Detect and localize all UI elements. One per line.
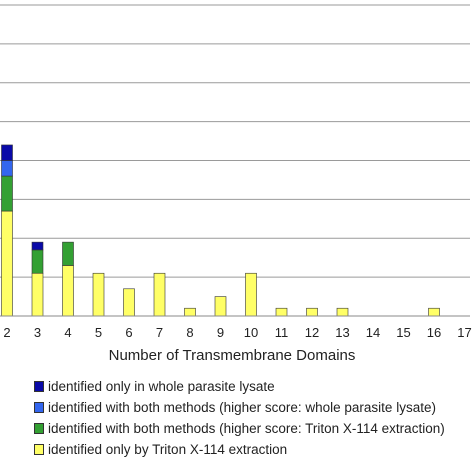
legend-swatch	[34, 444, 44, 455]
legend-label: identified only by Triton X-114 extracti…	[48, 442, 288, 457]
x-tick-label: 13	[335, 325, 349, 340]
bar-segment	[62, 265, 74, 317]
bar-segment	[1, 160, 13, 177]
x-tick-label: 16	[427, 325, 441, 340]
x-tick-label: 5	[95, 325, 102, 340]
bar-segment	[336, 307, 349, 317]
bar-segment	[214, 296, 227, 317]
x-tick-label: 17	[457, 325, 471, 340]
legend: identified only in whole parasite lysate…	[34, 376, 445, 460]
x-tick-label: 9	[217, 325, 224, 340]
legend-label: identified with both methods (higher sco…	[48, 421, 445, 436]
bar-segment	[184, 307, 196, 317]
x-axis-ticks: 2 3 4 5 6 7 8 9 10 11 12 13 14 15 16 17	[3, 325, 471, 340]
bar-segment	[62, 241, 74, 266]
x-tick-label: 11	[275, 325, 289, 340]
legend-item: identified with both methods (higher sco…	[34, 418, 445, 439]
x-axis-title: Number of Transmembrane Domains	[109, 347, 356, 364]
gridlines	[0, 4, 470, 278]
x-tick-label: 6	[125, 325, 132, 340]
x-tick-label: 12	[305, 325, 319, 340]
x-tick-label: 3	[34, 325, 41, 340]
legend-item: identified only in whole parasite lysate	[34, 376, 445, 397]
bar-segment	[275, 307, 288, 317]
bar-segment	[153, 272, 166, 317]
bar-segment	[1, 210, 13, 317]
x-tick-label: 7	[156, 325, 163, 340]
legend-label: identified only in whole parasite lysate	[48, 379, 275, 394]
x-tick-label: 2	[3, 325, 10, 340]
bar-segment	[1, 144, 13, 161]
legend-swatch	[34, 423, 44, 434]
bar-segment	[31, 249, 44, 274]
x-tick-label: 8	[186, 325, 193, 340]
legend-item: identified with both methods (higher sco…	[34, 397, 445, 418]
legend-item: identified only by Triton X-114 extracti…	[34, 439, 445, 460]
bar-segment	[306, 307, 318, 317]
bars	[1, 144, 440, 317]
bar-segment	[428, 307, 440, 317]
x-tick-label: 10	[244, 325, 258, 340]
x-tick-label: 14	[366, 325, 380, 340]
x-tick-label: 4	[64, 325, 71, 340]
bar-segment	[92, 272, 105, 317]
bar-segment	[245, 272, 257, 317]
bar-segment	[1, 175, 13, 212]
bar-segment	[123, 288, 135, 317]
x-tick-label: 15	[396, 325, 410, 340]
legend-swatch	[34, 402, 44, 413]
legend-label: identified with both methods (higher sco…	[48, 400, 436, 415]
bar-segment	[31, 272, 44, 317]
legend-swatch	[34, 381, 44, 392]
bar-segment	[31, 241, 44, 251]
